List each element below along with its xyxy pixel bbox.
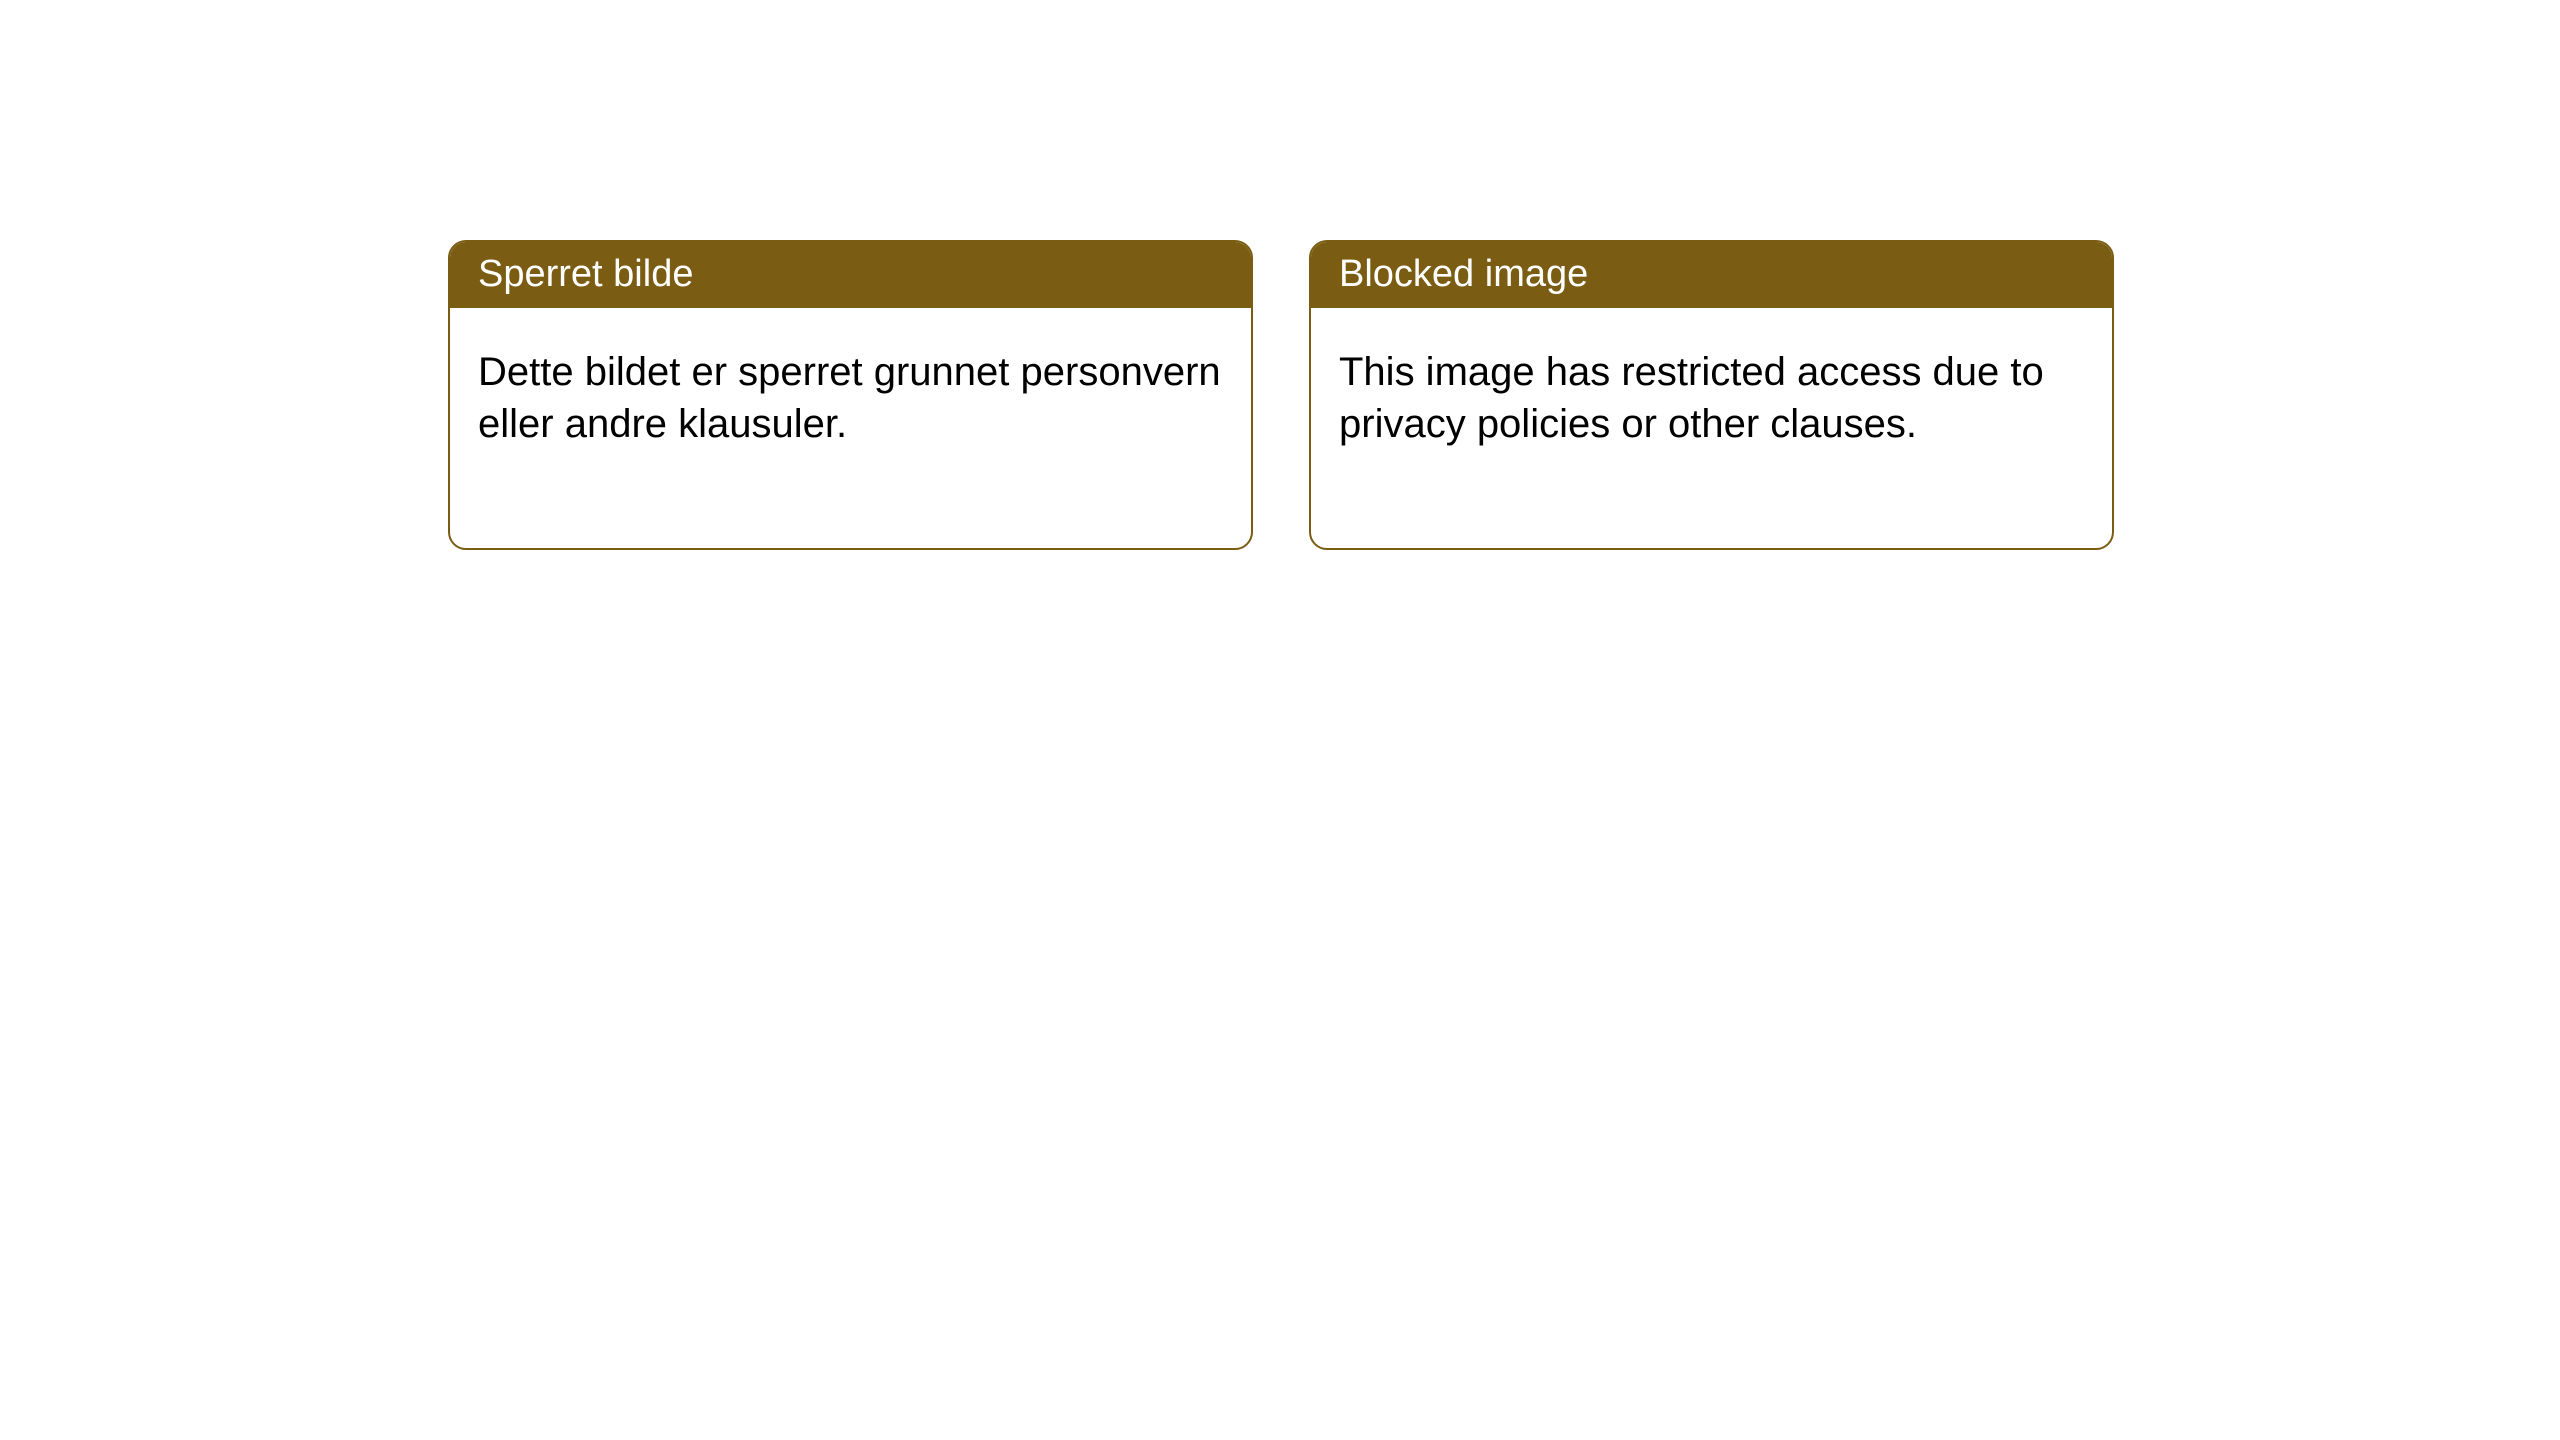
notice-cards-container: Sperret bilde Dette bildet er sperret gr…	[0, 0, 2560, 550]
blocked-image-card-english: Blocked image This image has restricted …	[1309, 240, 2114, 550]
card-body-norwegian: Dette bildet er sperret grunnet personve…	[450, 308, 1251, 548]
card-body-english: This image has restricted access due to …	[1311, 308, 2112, 548]
card-title-norwegian: Sperret bilde	[450, 242, 1251, 308]
card-title-english: Blocked image	[1311, 242, 2112, 308]
blocked-image-card-norwegian: Sperret bilde Dette bildet er sperret gr…	[448, 240, 1253, 550]
